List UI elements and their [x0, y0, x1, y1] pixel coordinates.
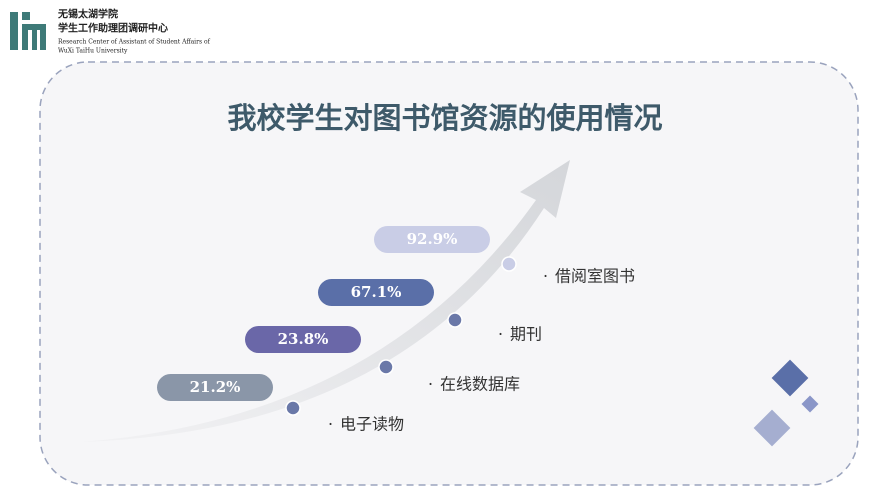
decoration: [801, 395, 819, 413]
bullet: ·: [328, 415, 333, 434]
bullet: ·: [428, 375, 433, 394]
value-pill: [157, 374, 273, 401]
item-label: 电子读物: [340, 415, 404, 434]
value-pill: [318, 279, 434, 306]
bullet: ·: [498, 325, 503, 344]
point: [285, 400, 301, 416]
value-pill: [245, 326, 361, 353]
value-label: 67.1%: [351, 283, 402, 301]
growth-arrow: [80, 160, 570, 442]
unit-name: 学生工作助理团调研中心: [58, 22, 168, 35]
bullet: ·: [543, 267, 548, 286]
item-label: 借阅室图书: [555, 267, 635, 286]
item-label: 期刊: [510, 325, 542, 344]
item-label: 在线数据库: [440, 375, 520, 394]
value-label: 21.2%: [190, 378, 241, 396]
point: [447, 312, 463, 328]
value-label: 92.9%: [407, 230, 458, 248]
english-name: WuXi TaiHu University: [58, 48, 128, 55]
value-pill: [374, 226, 490, 253]
logo: [10, 12, 46, 50]
org-name: 无锡太湖学院: [57, 8, 118, 21]
title: 我校学生对图书馆资源的使用情况: [227, 101, 662, 135]
english-name: Research Center of Assistant of Student …: [58, 39, 211, 46]
point: [378, 359, 394, 375]
decoration: [771, 359, 809, 397]
point: [501, 256, 517, 272]
value-label: 23.8%: [278, 330, 329, 348]
decoration: [753, 409, 791, 447]
